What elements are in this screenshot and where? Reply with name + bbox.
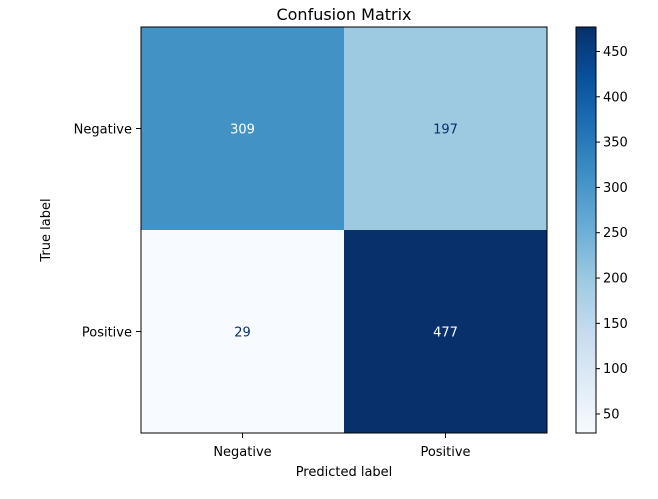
colorbar-tick-label: 250 (603, 226, 628, 241)
colorbar-tick-label: 450 (603, 45, 628, 60)
x-tick-label: Negative (213, 445, 271, 460)
cell-value-label: 477 (433, 326, 458, 341)
heatmap-frame (140, 26, 548, 434)
y-tick-label: Positive (82, 326, 132, 341)
colorbar (575, 26, 597, 434)
heatmap-cell (141, 230, 344, 433)
colorbar-tick-label: 50 (603, 407, 620, 422)
heatmap-cell (141, 27, 344, 230)
y-tick-label: Negative (74, 123, 132, 138)
cell-value-label: 197 (433, 123, 458, 138)
colorbar-tick-label: 300 (603, 181, 628, 196)
x-axis-label: Predicted label (296, 465, 393, 480)
colorbar-tick-label: 350 (603, 136, 628, 151)
chart-title: Confusion Matrix (276, 5, 411, 24)
colorbar-tick-label: 150 (603, 317, 628, 332)
cell-value-label: 309 (230, 123, 255, 138)
colorbar-tick-label: 200 (603, 272, 628, 287)
cell-value-label: 29 (234, 326, 251, 341)
heatmap-cell (344, 27, 547, 230)
colorbar-tick-label: 400 (603, 90, 628, 105)
heatmap-cell (344, 230, 547, 433)
y-axis-label: True label (39, 198, 54, 262)
x-tick-label: Positive (420, 445, 470, 460)
colorbar-tick-label: 100 (603, 362, 628, 377)
